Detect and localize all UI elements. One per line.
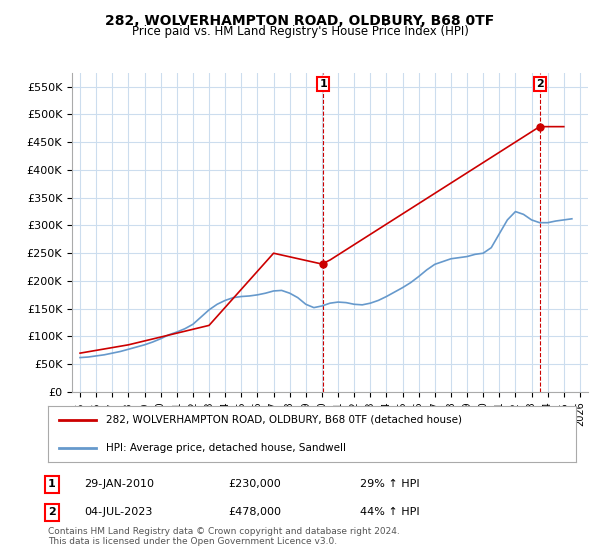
Text: 2: 2: [536, 79, 544, 89]
Text: HPI: Average price, detached house, Sandwell: HPI: Average price, detached house, Sand…: [106, 443, 346, 453]
Text: 04-JUL-2023: 04-JUL-2023: [84, 507, 152, 517]
Text: 44% ↑ HPI: 44% ↑ HPI: [360, 507, 419, 517]
Text: £230,000: £230,000: [228, 479, 281, 489]
Text: 2: 2: [48, 507, 56, 517]
Text: Price paid vs. HM Land Registry's House Price Index (HPI): Price paid vs. HM Land Registry's House …: [131, 25, 469, 38]
Text: 282, WOLVERHAMPTON ROAD, OLDBURY, B68 0TF (detached house): 282, WOLVERHAMPTON ROAD, OLDBURY, B68 0T…: [106, 415, 462, 425]
Text: Contains HM Land Registry data © Crown copyright and database right 2024.
This d: Contains HM Land Registry data © Crown c…: [48, 526, 400, 546]
Text: 29-JAN-2010: 29-JAN-2010: [84, 479, 154, 489]
Text: 282, WOLVERHAMPTON ROAD, OLDBURY, B68 0TF: 282, WOLVERHAMPTON ROAD, OLDBURY, B68 0T…: [106, 14, 494, 28]
Text: 1: 1: [48, 479, 56, 489]
Text: £478,000: £478,000: [228, 507, 281, 517]
Text: 29% ↑ HPI: 29% ↑ HPI: [360, 479, 419, 489]
Text: 1: 1: [319, 79, 327, 89]
